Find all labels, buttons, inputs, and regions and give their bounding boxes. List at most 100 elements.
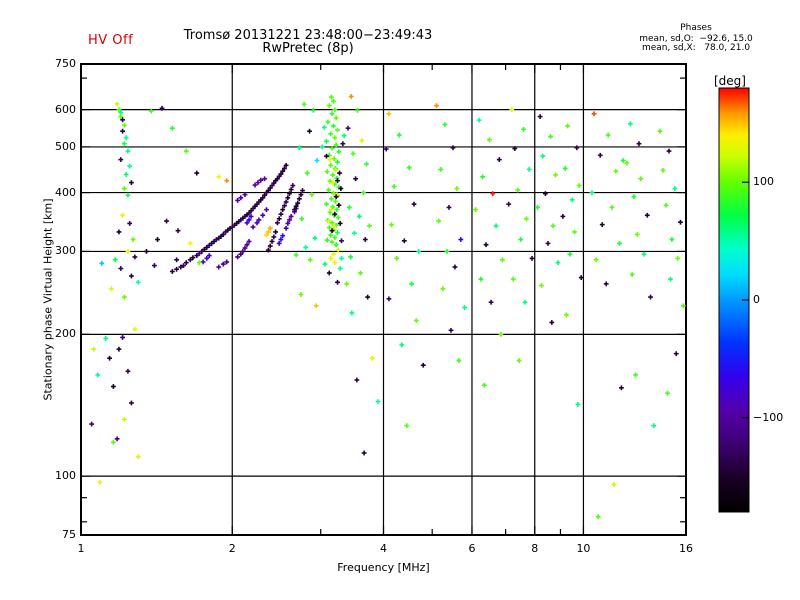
data-point <box>254 220 260 226</box>
data-point <box>456 358 462 363</box>
data-point <box>597 152 603 158</box>
data-point <box>509 107 515 113</box>
data-point <box>293 203 299 209</box>
data-point <box>304 170 310 176</box>
data-point <box>252 182 258 188</box>
data-point <box>442 122 448 127</box>
data-point <box>636 141 642 147</box>
x-tick-label: 1 <box>77 542 85 555</box>
data-point <box>269 183 275 188</box>
data-point <box>553 172 558 178</box>
data-point <box>436 218 442 224</box>
data-point <box>331 98 336 104</box>
data-point <box>413 318 419 323</box>
data-point <box>283 162 289 168</box>
data-point <box>260 195 266 201</box>
data-point <box>349 310 355 316</box>
data-point <box>350 151 356 156</box>
data-point <box>333 142 339 148</box>
data-point <box>321 125 327 130</box>
phases-block-header: Phases <box>680 23 712 33</box>
y-tick-label: 750 <box>55 57 76 70</box>
data-point <box>220 261 226 267</box>
data-point <box>242 245 248 251</box>
data-point <box>116 107 122 113</box>
y-axis-tick-labels: 750 600 500 400 300 200 100 75 <box>32 0 76 600</box>
data-point <box>669 237 675 242</box>
data-point <box>361 450 367 456</box>
data-point <box>328 94 334 100</box>
data-point <box>220 232 226 237</box>
x-tick-label: 10 <box>576 542 591 555</box>
data-point <box>389 222 394 228</box>
data-point <box>110 384 116 389</box>
data-point <box>609 205 615 210</box>
data-point <box>118 114 124 119</box>
data-point <box>169 125 175 131</box>
data-point <box>339 238 344 244</box>
data-point <box>401 238 407 244</box>
data-point <box>324 169 330 175</box>
data-point <box>680 303 686 309</box>
data-point <box>324 201 329 207</box>
data-point <box>328 131 334 137</box>
data-point <box>224 259 230 265</box>
data-point <box>181 263 186 268</box>
data-point <box>591 111 597 117</box>
data-point <box>319 144 325 150</box>
data-point <box>125 368 131 374</box>
data-point <box>603 281 609 287</box>
data-point <box>478 276 484 282</box>
data-point <box>332 135 338 141</box>
data-point <box>545 241 551 246</box>
data-point <box>300 188 305 193</box>
data-point <box>235 254 241 260</box>
data-point <box>521 126 526 132</box>
colorbar-tick-label: −100 <box>753 410 784 424</box>
data-point <box>524 216 529 222</box>
data-point <box>276 241 282 246</box>
colorbar-tick-marks <box>742 181 749 419</box>
data-point <box>542 191 548 197</box>
data-point <box>364 161 369 167</box>
data-point <box>310 107 316 113</box>
colorbar-unit-label: [deg] <box>714 74 746 88</box>
data-point <box>476 117 482 123</box>
data-point <box>356 214 362 219</box>
data-point <box>114 436 120 442</box>
data-point <box>296 196 302 202</box>
data-point <box>190 255 196 261</box>
data-point <box>564 312 569 318</box>
data-point <box>434 103 439 108</box>
data-point <box>331 190 336 196</box>
data-point <box>549 320 555 325</box>
data-point <box>112 257 118 263</box>
data-point <box>657 128 663 134</box>
data-point <box>329 228 335 234</box>
data-point <box>665 390 670 396</box>
data-point <box>618 385 624 391</box>
data-point <box>624 160 630 166</box>
data-point <box>299 216 305 222</box>
data-point <box>518 237 524 242</box>
data-point <box>399 342 405 348</box>
data-point <box>333 115 339 121</box>
data-point <box>97 479 103 485</box>
data-point <box>298 292 304 297</box>
data-point <box>500 257 505 263</box>
data-point <box>282 203 287 209</box>
data-point <box>332 211 338 217</box>
data-point <box>416 249 422 254</box>
data-point <box>278 171 284 177</box>
data-point <box>516 358 522 363</box>
data-point <box>155 237 160 242</box>
data-point <box>312 235 318 241</box>
data-point <box>120 128 125 134</box>
data-point <box>246 239 252 244</box>
data-point <box>458 237 464 242</box>
data-point <box>216 264 222 270</box>
data-point <box>336 149 342 155</box>
data-point <box>672 186 678 191</box>
data-point <box>326 218 331 224</box>
data-point <box>118 266 124 271</box>
